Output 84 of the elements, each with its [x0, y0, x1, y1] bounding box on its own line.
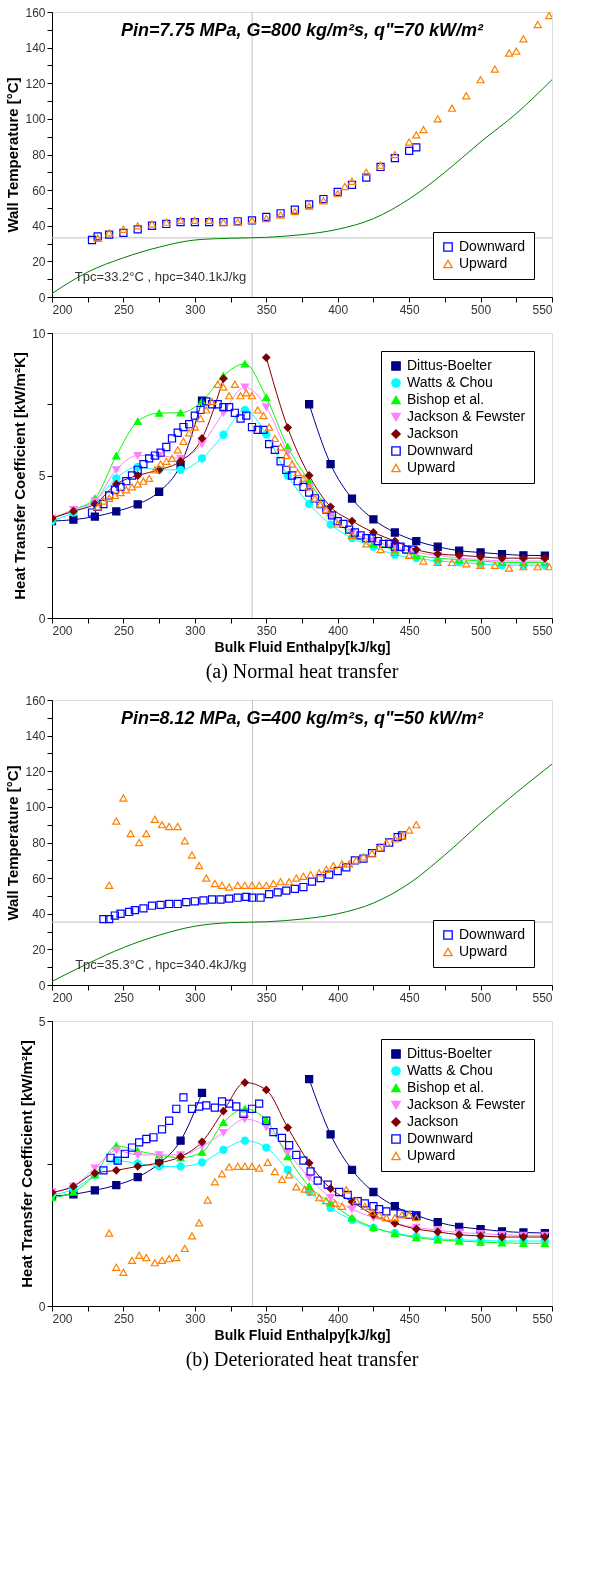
x-axis-title: Bulk Fluid Enthalpy[kJ/kg]	[214, 1326, 391, 1343]
y-tick-label: 20	[32, 942, 46, 957]
legend-label: Downward	[459, 926, 526, 942]
x-tick-label: 550	[532, 990, 553, 1005]
legend-label: Upward	[407, 459, 456, 475]
text: (a) Normal heat transfer	[205, 660, 399, 683]
y-axis-title: Heat Transfer Coefficient [kW/m²K]	[11, 352, 29, 600]
legend-label: Dittus-Boelter	[407, 357, 493, 373]
legend-label: Bishop et al.	[407, 391, 485, 407]
y-tick-label: 0	[38, 290, 46, 305]
y-tick-label: 80	[32, 148, 46, 162]
y-tick-label: 0	[38, 611, 46, 626]
legend-label: Jackson	[407, 425, 459, 441]
legend-label: Upward	[459, 943, 508, 959]
x-tick-label: 350	[256, 623, 278, 638]
y-tick-label: 60	[32, 871, 46, 886]
x-tick-label: 450	[399, 1311, 420, 1326]
legend-label: Upward	[459, 255, 508, 271]
y-tick-label: 160	[25, 693, 46, 708]
y-tick-label: 100	[25, 800, 46, 815]
y-tick-label: 0	[38, 978, 46, 993]
x-tick-label: 200	[52, 623, 73, 638]
x-tick-label: 400	[328, 302, 349, 317]
x-tick-label: 550	[532, 1311, 553, 1326]
legend-label: Jackson	[407, 1113, 459, 1129]
legend-label: Dittus-Boelter	[407, 1045, 493, 1061]
y-tick-label: 20	[32, 254, 46, 269]
legend-label: Downward	[459, 238, 526, 254]
legend-label: Bishop et al.	[407, 1079, 485, 1095]
y-axis-title: Wall Temperature [°C]	[4, 765, 22, 921]
y-axis-title: Wall Temperature [°C]	[4, 77, 22, 233]
y-tick-label: 10	[32, 326, 46, 341]
x-tick-label: 350	[256, 1311, 278, 1326]
x-tick-label: 500	[471, 623, 492, 638]
x-tick-label: 250	[113, 1311, 135, 1326]
x-tick-label: 300	[185, 623, 206, 638]
x-tick-label: 300	[185, 1311, 206, 1326]
x-tick-label: 400	[328, 623, 349, 638]
y-tick-label: 100	[25, 112, 46, 127]
y-tick-label: 120	[25, 76, 46, 91]
y-axis-title: Heat Transfer Coefficient [kW/m²K]	[17, 1040, 35, 1288]
legend-label: Downward	[407, 442, 474, 458]
chart-title: Pin=7.75 MPa, G=800 kg/m²s, q"=70 kW/m²	[120, 20, 485, 40]
legend-label: Watts & Chou	[407, 374, 493, 390]
x-tick-label: 200	[52, 990, 73, 1005]
x-tick-label: 500	[471, 990, 492, 1005]
legend-label: Upward	[407, 1147, 456, 1163]
y-tick-label: 120	[25, 764, 46, 779]
x-tick-label: 550	[532, 623, 553, 638]
y-tick-label: 5	[38, 1014, 46, 1029]
y-tick-label: 80	[32, 836, 46, 850]
chart-title: Pin=8.12 MPa, G=400 kg/m²s, q"=50 kW/m²	[120, 708, 485, 728]
x-tick-label: 250	[113, 302, 135, 317]
x-tick-label: 500	[471, 302, 492, 317]
y-tick-label: 40	[32, 907, 46, 922]
x-tick-label: 200	[52, 302, 73, 317]
x-tick-label: 300	[185, 990, 206, 1005]
x-tick-label: 550	[532, 302, 553, 317]
legend-label: Watts & Chou	[407, 1062, 493, 1078]
y-tick-label: 5	[38, 469, 46, 483]
x-tick-label: 250	[113, 990, 135, 1005]
x-tick-label: 500	[471, 1311, 492, 1326]
x-tick-label: 450	[399, 302, 420, 317]
y-tick-label: 60	[32, 183, 46, 198]
x-tick-label: 250	[113, 623, 135, 638]
y-tick-label: 0	[38, 1299, 46, 1314]
y-tick-label: 140	[25, 729, 46, 744]
y-tick-label: 160	[25, 5, 46, 20]
x-tick-label: 350	[256, 302, 278, 317]
x-tick-label: 350	[256, 990, 278, 1005]
x-tick-label: 450	[399, 990, 420, 1005]
text: (b) Deteriorated heat transfer	[185, 1348, 419, 1371]
x-tick-label: 450	[399, 623, 420, 638]
x-tick-label: 200	[52, 1311, 73, 1326]
x-tick-label: 400	[328, 1311, 349, 1326]
annotation: Tpc=33.2°C , hpc=340.1kJ/kg	[74, 269, 247, 284]
legend-label: Jackson & Fewster	[407, 1096, 526, 1112]
y-tick-label: 40	[32, 219, 46, 234]
x-axis-title: Bulk Fluid Enthalpy[kJ/kg]	[214, 638, 391, 655]
y-tick-label: 140	[25, 41, 46, 56]
legend-label: Downward	[407, 1130, 474, 1146]
legend-label: Jackson & Fewster	[407, 408, 526, 424]
x-tick-label: 400	[328, 990, 349, 1005]
x-tick-label: 300	[185, 302, 206, 317]
